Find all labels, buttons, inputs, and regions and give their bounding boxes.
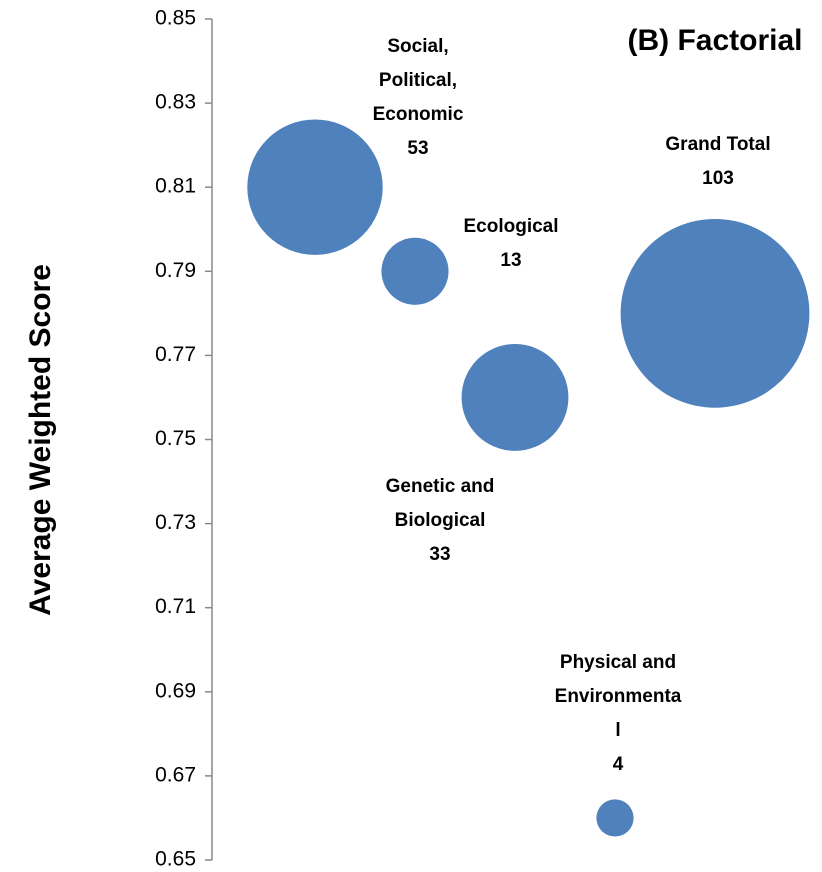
- bubble-label: Ecological: [463, 216, 558, 237]
- bubble-size-label: 4: [613, 754, 624, 775]
- bubble: [461, 344, 569, 451]
- bubble-label: Economic: [373, 104, 464, 125]
- y-tick-label: 0.65: [155, 848, 196, 871]
- y-tick-label: 0.73: [155, 511, 196, 534]
- bubble-size-label: 103: [702, 168, 734, 189]
- bubble-size-label: 33: [429, 544, 450, 565]
- y-tick-label: 0.69: [155, 679, 196, 702]
- y-tick-label: 0.75: [155, 427, 196, 450]
- bubble-label: Grand Total: [665, 134, 770, 155]
- bubble-label: Environmenta: [555, 686, 682, 707]
- y-tick-label: 0.77: [155, 343, 196, 366]
- y-tick-label: 0.67: [155, 763, 196, 786]
- bubble-size-label: 53: [407, 138, 428, 159]
- bubble-size-label: 13: [500, 250, 521, 271]
- y-tick-label: 0.71: [155, 595, 196, 618]
- bubble-label: l: [615, 720, 620, 741]
- y-tick-label: 0.79: [155, 259, 196, 282]
- bubble: [596, 799, 634, 837]
- chart-title: (B) Factorial: [627, 24, 802, 57]
- bubble-label: Political,: [379, 70, 457, 91]
- y-axis-label: Average Weighted Score: [24, 264, 57, 616]
- bubble-label: Genetic and: [386, 476, 495, 497]
- y-tick-label: 0.85: [155, 7, 196, 30]
- bubble-label: Physical and: [560, 652, 676, 673]
- y-tick-label: 0.81: [155, 175, 196, 198]
- bubble-label: Social,: [387, 36, 448, 57]
- bubble: [381, 237, 449, 305]
- bubble-label: Biological: [395, 510, 486, 531]
- bubble: [247, 119, 383, 255]
- y-tick-label: 0.83: [155, 91, 196, 114]
- bubble: [620, 218, 810, 408]
